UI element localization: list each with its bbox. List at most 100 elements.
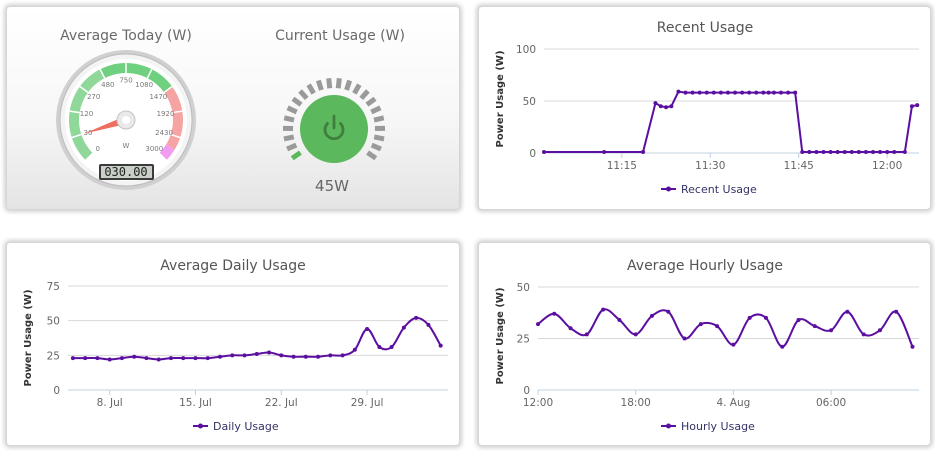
- data-point[interactable]: [641, 149, 646, 154]
- data-point[interactable]: [653, 101, 658, 106]
- data-point[interactable]: [658, 104, 663, 109]
- data-point[interactable]: [845, 309, 850, 314]
- data-point[interactable]: [779, 90, 784, 95]
- data-point[interactable]: [800, 149, 805, 154]
- legend-item[interactable]: Daily Usage: [193, 420, 279, 433]
- data-point[interactable]: [542, 149, 546, 154]
- data-point[interactable]: [328, 353, 333, 358]
- data-point[interactable]: [664, 105, 669, 110]
- data-point[interactable]: [747, 315, 752, 320]
- data-point[interactable]: [754, 90, 759, 95]
- data-point[interactable]: [584, 332, 589, 337]
- data-point[interactable]: [747, 90, 752, 95]
- data-point[interactable]: [771, 90, 776, 95]
- data-point[interactable]: [132, 354, 137, 359]
- data-point[interactable]: [267, 350, 272, 355]
- data-point[interactable]: [725, 90, 730, 95]
- data-point[interactable]: [856, 149, 861, 154]
- data-point[interactable]: [835, 149, 840, 154]
- data-point[interactable]: [83, 356, 88, 361]
- data-point[interactable]: [568, 326, 573, 331]
- data-point[interactable]: [877, 328, 882, 333]
- data-point[interactable]: [861, 332, 866, 337]
- data-point[interactable]: [829, 328, 834, 333]
- data-point[interactable]: [242, 353, 247, 358]
- data-point[interactable]: [205, 356, 210, 361]
- data-point[interactable]: [602, 149, 607, 154]
- data-point[interactable]: [601, 307, 606, 312]
- legend-item[interactable]: Hourly Usage: [661, 420, 755, 433]
- data-point[interactable]: [352, 347, 357, 352]
- data-point[interactable]: [793, 90, 798, 95]
- data-point[interactable]: [733, 90, 738, 95]
- data-point[interactable]: [780, 344, 785, 349]
- data-point[interactable]: [697, 90, 702, 95]
- data-point[interactable]: [666, 309, 671, 314]
- data-point[interactable]: [871, 149, 876, 154]
- data-point[interactable]: [698, 322, 703, 327]
- data-point[interactable]: [633, 332, 638, 337]
- data-point[interactable]: [812, 324, 817, 329]
- data-point[interactable]: [617, 317, 622, 322]
- data-point[interactable]: [365, 326, 370, 331]
- data-point[interactable]: [704, 90, 709, 95]
- data-point[interactable]: [863, 149, 868, 154]
- data-point[interactable]: [291, 354, 296, 359]
- data-point[interactable]: [649, 313, 654, 318]
- data-point[interactable]: [683, 90, 688, 95]
- data-point[interactable]: [766, 90, 771, 95]
- data-point[interactable]: [389, 345, 394, 350]
- data-point[interactable]: [156, 357, 161, 362]
- data-point[interactable]: [426, 322, 431, 327]
- data-point[interactable]: [807, 149, 812, 154]
- data-point[interactable]: [842, 149, 847, 154]
- data-point[interactable]: [682, 336, 687, 341]
- data-point[interactable]: [763, 315, 768, 320]
- data-point[interactable]: [915, 103, 920, 108]
- data-point[interactable]: [796, 317, 801, 322]
- data-point[interactable]: [814, 149, 819, 154]
- data-point[interactable]: [669, 104, 674, 109]
- data-point[interactable]: [401, 325, 406, 330]
- data-point[interactable]: [70, 356, 75, 361]
- data-point[interactable]: [119, 356, 124, 361]
- data-point[interactable]: [279, 353, 284, 358]
- data-point[interactable]: [230, 353, 235, 358]
- data-point[interactable]: [786, 90, 791, 95]
- data-point[interactable]: [894, 309, 899, 314]
- data-point[interactable]: [377, 345, 382, 350]
- data-point[interactable]: [181, 356, 186, 361]
- data-point[interactable]: [340, 353, 345, 358]
- data-point[interactable]: [676, 89, 681, 94]
- legend-item[interactable]: Recent Usage: [661, 183, 757, 196]
- data-point[interactable]: [902, 149, 907, 154]
- data-point[interactable]: [821, 149, 826, 154]
- data-point[interactable]: [144, 356, 149, 361]
- data-point[interactable]: [892, 149, 897, 154]
- data-point[interactable]: [761, 90, 766, 95]
- data-point[interactable]: [536, 322, 540, 327]
- data-point[interactable]: [690, 90, 695, 95]
- data-point[interactable]: [885, 149, 890, 154]
- data-point[interactable]: [909, 104, 914, 109]
- data-point[interactable]: [910, 344, 915, 349]
- data-point[interactable]: [303, 354, 308, 359]
- data-point[interactable]: [740, 90, 745, 95]
- data-point[interactable]: [107, 357, 112, 362]
- data-point[interactable]: [849, 149, 854, 154]
- data-point[interactable]: [715, 324, 720, 329]
- data-point[interactable]: [316, 354, 321, 359]
- data-point[interactable]: [414, 315, 419, 320]
- data-point[interactable]: [711, 90, 716, 95]
- data-point[interactable]: [193, 356, 198, 361]
- data-point[interactable]: [218, 354, 222, 359]
- data-point[interactable]: [828, 149, 833, 154]
- data-point[interactable]: [168, 356, 173, 361]
- data-point[interactable]: [552, 311, 557, 316]
- data-point[interactable]: [438, 343, 443, 348]
- data-point[interactable]: [731, 342, 736, 347]
- data-point[interactable]: [95, 356, 100, 361]
- data-point[interactable]: [878, 149, 883, 154]
- data-point[interactable]: [254, 351, 259, 356]
- data-point[interactable]: [718, 90, 723, 95]
